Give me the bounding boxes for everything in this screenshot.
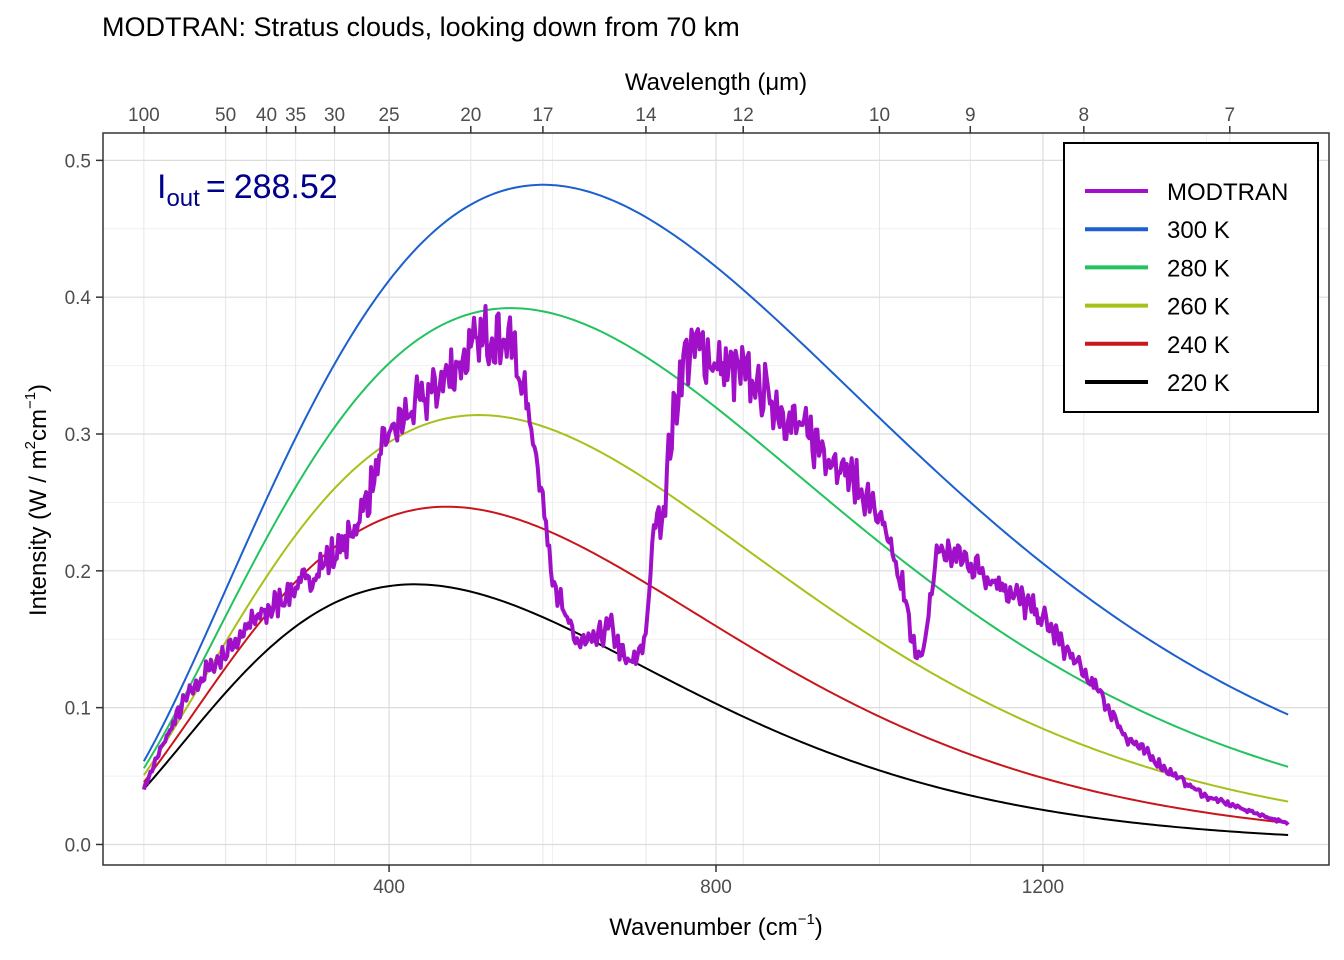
legend-box bbox=[1063, 142, 1319, 413]
top-tick-label: 50 bbox=[215, 105, 236, 126]
legend-label: 240 K bbox=[1167, 332, 1230, 359]
legend-label: 300 K bbox=[1167, 217, 1230, 244]
top-tick-label: 25 bbox=[378, 105, 399, 126]
y-axis-label-sup2: −1 bbox=[22, 392, 39, 409]
x-axis-label-main: Wavenumber (cm bbox=[609, 914, 797, 941]
x-axis-label-sup: −1 bbox=[798, 911, 815, 928]
series-line-240-k bbox=[143, 505, 1289, 824]
legend-label: 280 K bbox=[1167, 255, 1230, 282]
y-axis-label-sup1: 2 bbox=[22, 441, 39, 449]
y-tick-label: 0.4 bbox=[65, 288, 92, 309]
y-tick-label: 0.5 bbox=[65, 151, 91, 172]
top-tick-label: 7 bbox=[1224, 105, 1235, 126]
top-axis-label: Wavelength (μm) bbox=[625, 69, 807, 96]
top-tick-label: 8 bbox=[1079, 105, 1090, 126]
x-axis-label: Wavenumber (cm−1) bbox=[609, 911, 823, 941]
x-tick-label: 800 bbox=[700, 877, 732, 898]
y-tick-label: 0.0 bbox=[65, 835, 91, 856]
top-tick-label: 14 bbox=[635, 105, 657, 126]
x-tick-label: 400 bbox=[373, 877, 405, 898]
y-axis-label-end: ) bbox=[25, 384, 52, 392]
top-tick-label: 30 bbox=[324, 105, 345, 126]
y-axis-label-mid: cm bbox=[25, 409, 52, 441]
top-tick-label: 10 bbox=[869, 105, 890, 126]
series-line-220-k bbox=[143, 583, 1289, 836]
y-tick-label: 0.1 bbox=[65, 699, 91, 720]
legend: MODTRAN 300 K 280 K 260 K 240 K 220 K bbox=[1063, 142, 1319, 413]
series-line-modtran bbox=[141, 303, 1290, 827]
modtran-layer bbox=[141, 303, 1290, 827]
top-tick-label: 9 bbox=[965, 105, 976, 126]
iout-subscript: out bbox=[166, 185, 200, 212]
top-tick-label: 20 bbox=[460, 105, 481, 126]
series-line-300-k bbox=[142, 183, 1289, 762]
top-tick-label: 40 bbox=[256, 105, 277, 126]
y-tick-label: 0.2 bbox=[65, 562, 91, 583]
legend-label: 220 K bbox=[1167, 370, 1230, 397]
iout-symbol: I bbox=[157, 168, 166, 206]
y-tick-label: 0.3 bbox=[65, 425, 91, 446]
y-axis-label: Intensity (W / m2cm−1) bbox=[22, 384, 52, 616]
top-tick-label: 35 bbox=[285, 105, 306, 126]
chart-title: MODTRAN: Stratus clouds, looking down fr… bbox=[102, 12, 740, 42]
iout-annotation: Iout = 288.52 bbox=[157, 168, 338, 212]
axis-layer: 400 800 1200 0.0 0.1 0.2 0.3 0.4 0.5 100 50 40 35 30 2… bbox=[65, 105, 1235, 898]
top-tick-label: 17 bbox=[532, 105, 553, 126]
iout-equals: = bbox=[206, 168, 226, 206]
iout-value: 288.52 bbox=[234, 168, 338, 206]
y-axis-label-main: Intensity (W / m bbox=[25, 449, 52, 616]
top-tick-label: 100 bbox=[128, 105, 160, 126]
x-axis-label-end: ) bbox=[815, 914, 823, 941]
series-line-260-k bbox=[143, 414, 1289, 803]
x-tick-label: 1200 bbox=[1022, 877, 1064, 898]
legend-label: MODTRAN bbox=[1167, 179, 1288, 206]
top-tick-label: 12 bbox=[733, 105, 754, 126]
legend-label: 260 K bbox=[1167, 294, 1230, 321]
